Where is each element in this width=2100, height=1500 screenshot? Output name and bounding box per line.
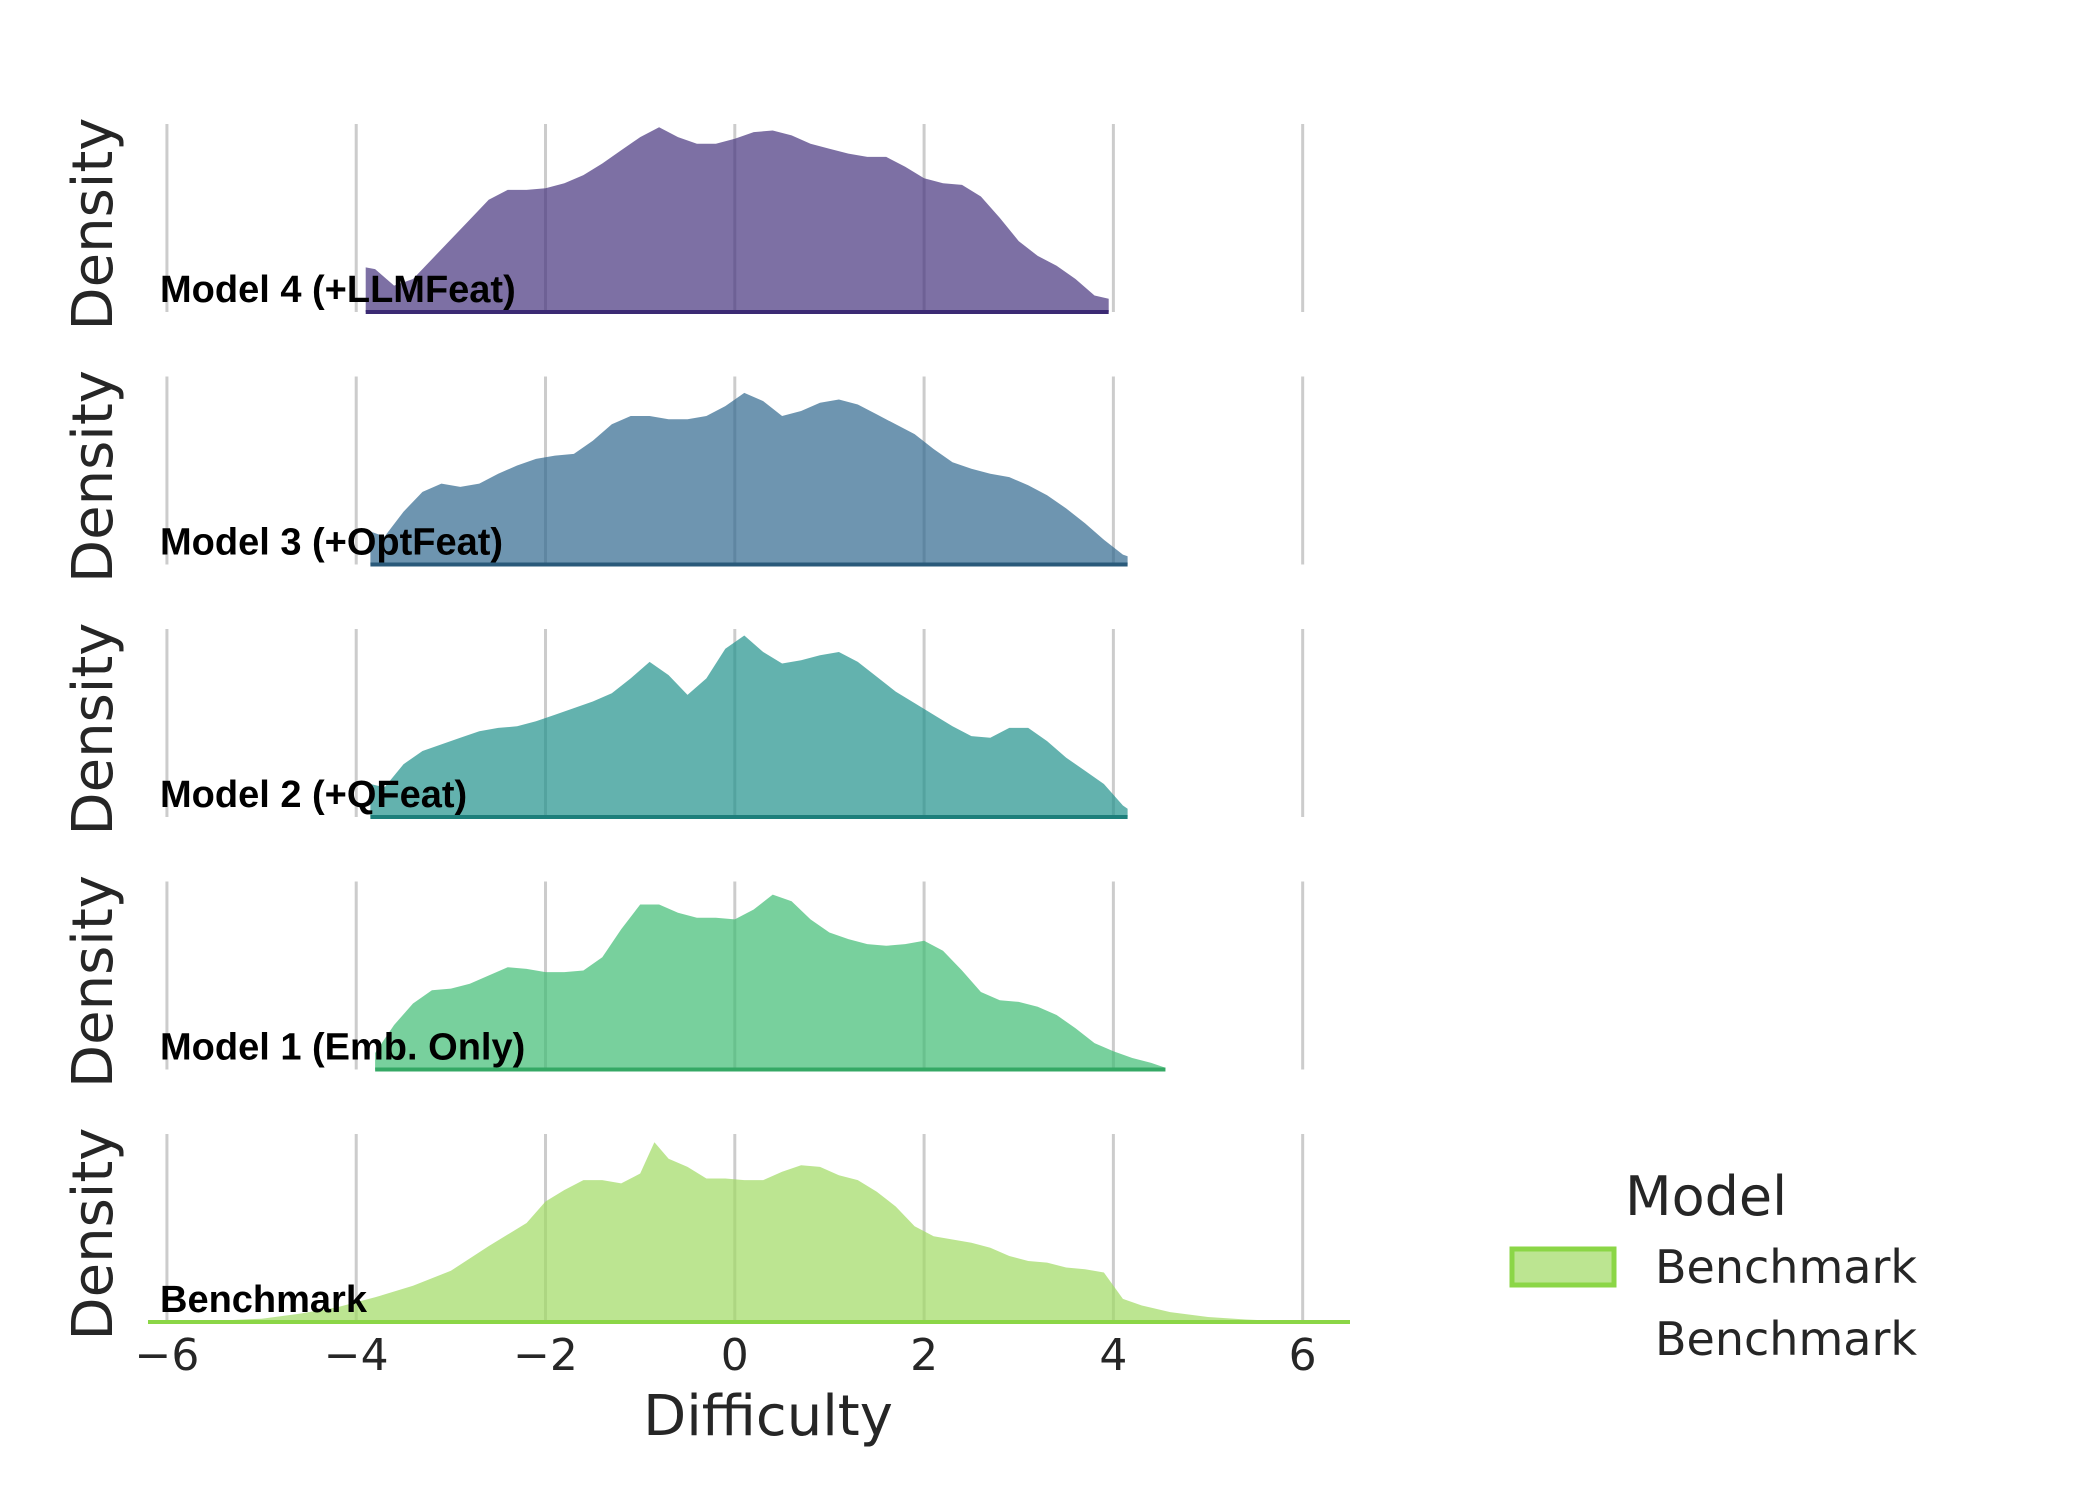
panel-label: Benchmark: [160, 1279, 368, 1321]
panel-4: Model 1 (Emb. Only) Density: [61, 875, 1305, 1088]
legend-entry: Benchmark: [1655, 1312, 1917, 1366]
x-tick-label: 4: [1099, 1330, 1127, 1381]
x-tick-label: 2: [910, 1330, 938, 1381]
panel-2: Model 3 (+OptFeat) Density: [61, 370, 1305, 583]
x-tick-label: −2: [513, 1330, 578, 1381]
panel-label: Model 1 (Emb. Only): [160, 1027, 525, 1069]
density-area: [375, 894, 1166, 1070]
y-axis-label: Density: [61, 370, 126, 583]
panel-label: Model 2 (+QFeat): [160, 774, 467, 816]
legend-title: Model: [1625, 1165, 1787, 1228]
density-area: [148, 1142, 1350, 1322]
legend-entries: Benchmark Benchmark: [1509, 1240, 1917, 1366]
panel-label: Model 4 (+LLMFeat): [160, 269, 516, 311]
y-axis-label: Density: [61, 875, 126, 1088]
panel-label: Model 3 (+OptFeat): [160, 522, 503, 564]
panel-5: Benchmark Density: [61, 1128, 1350, 1341]
x-tick-label: 6: [1289, 1330, 1317, 1381]
legend-entry: Benchmark: [1655, 1240, 1917, 1294]
x-tick-label: 0: [721, 1330, 749, 1381]
x-axis-label: Difficulty: [643, 1384, 893, 1449]
y-axis-label: Density: [61, 118, 126, 331]
legend: Model Benchmark Benchmark: [1509, 1165, 1917, 1366]
y-axis-label: Density: [61, 623, 126, 836]
legend-swatch: [1509, 1246, 1617, 1288]
panel-1: Model 4 (+LLMFeat) Density: [61, 118, 1305, 331]
y-axis-label: Density: [61, 1128, 126, 1341]
density-area: [370, 635, 1128, 817]
density-area: [370, 392, 1128, 565]
panel-3: Model 2 (+QFeat) Density: [61, 623, 1305, 836]
x-tick-label: −6: [134, 1330, 199, 1381]
x-axis: −6 −4 −2 0 2 4 6: [134, 1330, 1316, 1381]
density-area: [365, 127, 1109, 312]
x-tick-label: −4: [324, 1330, 389, 1381]
